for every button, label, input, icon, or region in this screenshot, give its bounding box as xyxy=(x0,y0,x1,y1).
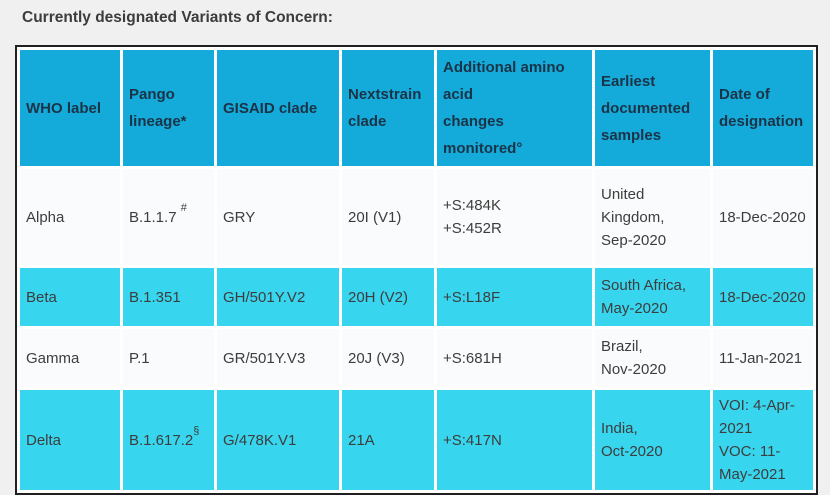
table-row-beta: Beta B.1.351 GH/501Y.V2 20H (V2) +S:L18F… xyxy=(20,268,813,326)
cell-nextstrain-clade: 20I (V1) xyxy=(342,169,434,265)
col-header-gisaid-clade: GISAID clade xyxy=(217,50,339,166)
cell-date-of-designation: 11-Jan-2021 xyxy=(713,329,813,387)
col-header-earliest-samples: Earliest documented samples xyxy=(595,50,710,166)
table-row-alpha: Alpha B.1.1.7 # GRY 20I (V1) +S:484K +S:… xyxy=(20,169,813,265)
pango-lineage-text: B.1.351 xyxy=(129,288,181,306)
pango-lineage-text: B.1.617.2 xyxy=(129,431,194,449)
cell-earliest-samples: India, Oct-2020 xyxy=(595,390,710,490)
cell-date-of-designation: 18-Dec-2020 xyxy=(713,169,813,265)
cell-pango-lineage: B.1.1.7 # xyxy=(123,169,214,265)
pango-lineage-text: P.1 xyxy=(129,349,150,367)
cell-gisaid-clade: GH/501Y.V2 xyxy=(217,268,339,326)
cell-date-of-designation: VOI: 4-Apr-2021 VOC: 11-May-2021 xyxy=(713,390,813,490)
cell-nextstrain-clade: 20H (V2) xyxy=(342,268,434,326)
cell-earliest-samples: Brazil, Nov-2020 xyxy=(595,329,710,387)
cell-nextstrain-clade: 21A xyxy=(342,390,434,490)
cell-who-label: Gamma xyxy=(20,329,120,387)
cell-earliest-samples: South Africa, May-2020 xyxy=(595,268,710,326)
table-row-delta: Delta B.1.617.2§ G/478K.V1 21A +S:417N I… xyxy=(20,390,813,490)
table-header-row: WHO label Pango lineage* GISAID clade Ne… xyxy=(20,50,813,166)
cell-pango-lineage: P.1 xyxy=(123,329,214,387)
cell-earliest-samples: United Kingdom, Sep-2020 xyxy=(595,169,710,265)
cell-gisaid-clade: G/478K.V1 xyxy=(217,390,339,490)
variants-of-concern-table: WHO label Pango lineage* GISAID clade Ne… xyxy=(15,45,818,495)
cell-amino-acid-changes: +S:417N xyxy=(437,390,592,490)
cell-amino-acid-changes: +S:L18F xyxy=(437,268,592,326)
col-header-pango-lineage: Pango lineage* xyxy=(123,50,214,166)
cell-who-label: Beta xyxy=(20,268,120,326)
cell-amino-acid-changes: +S:681H xyxy=(437,329,592,387)
cell-date-of-designation: 18-Dec-2020 xyxy=(713,268,813,326)
cell-who-label: Alpha xyxy=(20,169,120,265)
footnote-mark: § xyxy=(193,424,200,437)
footnote-mark: # xyxy=(180,201,187,214)
col-header-nextstrain-clade: Nextstrain clade xyxy=(342,50,434,166)
cell-pango-lineage: B.1.351 xyxy=(123,268,214,326)
cell-nextstrain-clade: 20J (V3) xyxy=(342,329,434,387)
pango-lineage-text: B.1.1.7 xyxy=(129,208,181,226)
col-header-date-of-designation: Date of designation xyxy=(713,50,813,166)
cell-amino-acid-changes: +S:484K +S:452R xyxy=(437,169,592,265)
cell-who-label: Delta xyxy=(20,390,120,490)
cell-gisaid-clade: GRY xyxy=(217,169,339,265)
table-row-gamma: Gamma P.1 GR/501Y.V3 20J (V3) +S:681H Br… xyxy=(20,329,813,387)
col-header-who-label: WHO label xyxy=(20,50,120,166)
cell-gisaid-clade: GR/501Y.V3 xyxy=(217,329,339,387)
col-header-amino-acid-changes: Additional amino acid changes monitored° xyxy=(437,50,592,166)
page-title: Currently designated Variants of Concern… xyxy=(22,9,333,26)
cell-pango-lineage: B.1.617.2§ xyxy=(123,390,214,490)
